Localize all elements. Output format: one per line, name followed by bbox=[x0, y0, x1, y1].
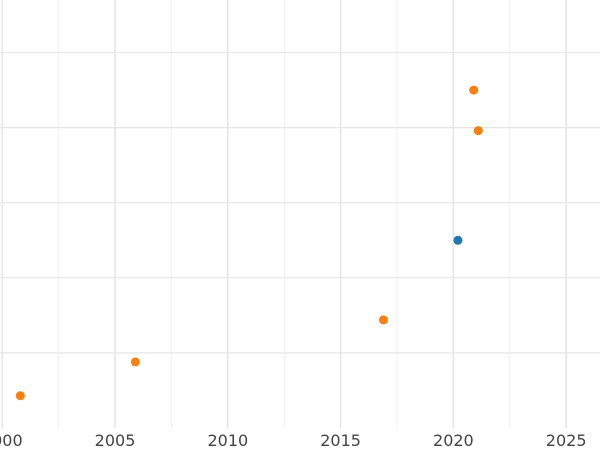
grid bbox=[0, 0, 600, 428]
x-tick-label-2015: 2015 bbox=[320, 431, 361, 450]
x-tick-label-2000: 2000 bbox=[0, 431, 23, 450]
x-tick-label-2020: 2020 bbox=[433, 431, 474, 450]
data-point-series-2-5 bbox=[473, 126, 483, 136]
data-point-series-2-3 bbox=[378, 315, 388, 325]
x-tick-label-2010: 2010 bbox=[207, 431, 248, 450]
data-point-series-1-1 bbox=[453, 235, 463, 245]
x-axis-ticks: 2000 2005 2010 2015 2020 2025 bbox=[0, 431, 587, 450]
data-point-series-2-2 bbox=[130, 357, 140, 367]
data-point-series-2-4 bbox=[469, 85, 479, 95]
data-point-series-2-1 bbox=[15, 391, 25, 401]
x-tick-label-2025: 2025 bbox=[546, 431, 587, 450]
x-tick-label-2005: 2005 bbox=[95, 431, 136, 450]
data-points bbox=[15, 85, 483, 401]
